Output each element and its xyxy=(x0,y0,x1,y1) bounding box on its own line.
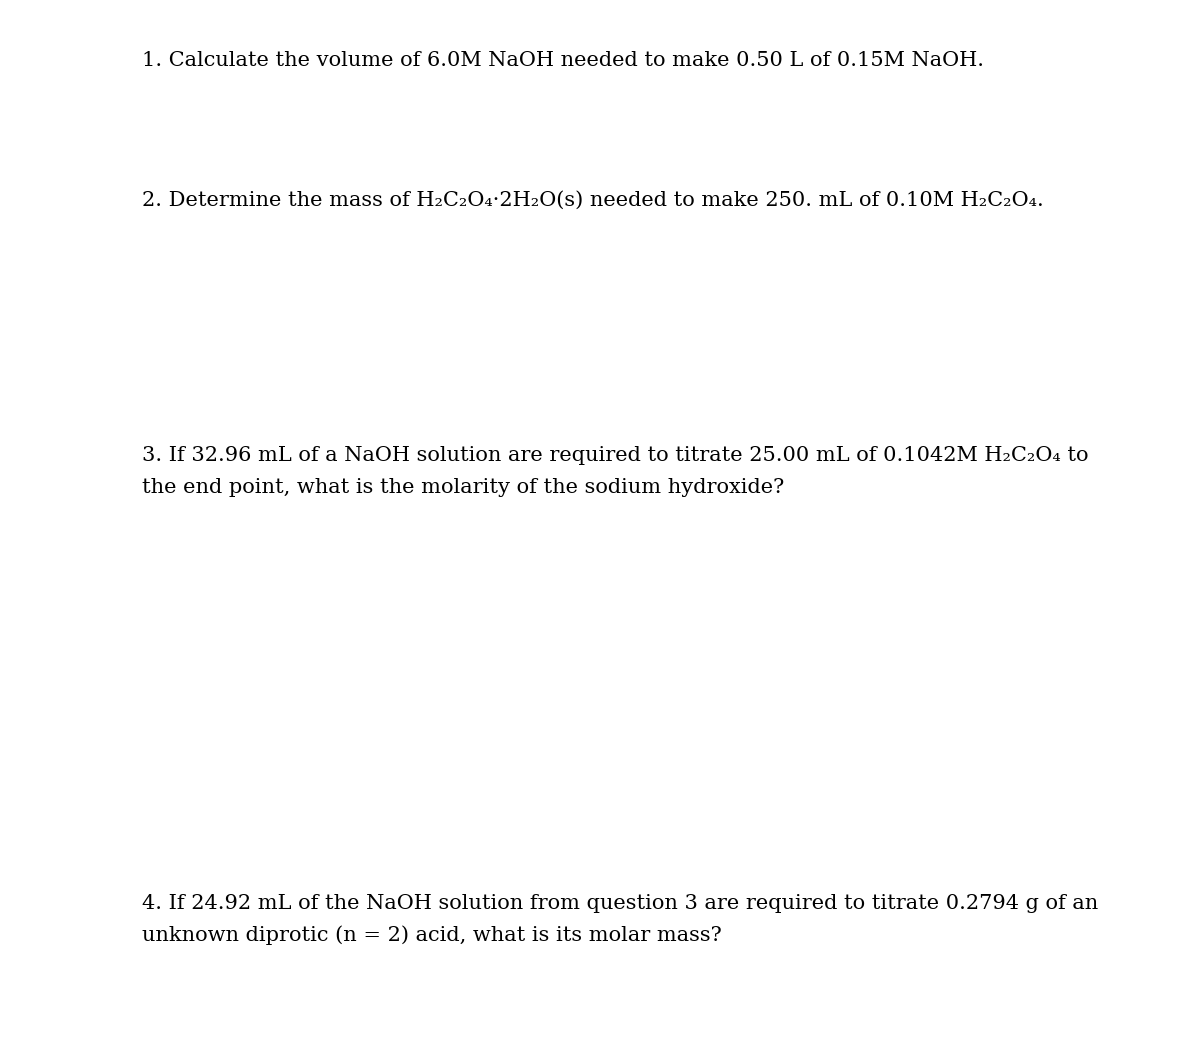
Text: 1. Calculate the volume of 6.0M NaOH needed to make 0.50 L of 0.15M NaOH.: 1. Calculate the volume of 6.0M NaOH nee… xyxy=(142,51,984,70)
Text: 2. Determine the mass of H₂C₂O₄·2H₂O(s) needed to make 250. mL of 0.10M H₂C₂O₄.: 2. Determine the mass of H₂C₂O₄·2H₂O(s) … xyxy=(142,190,1043,209)
Text: the end point, what is the molarity of the sodium hydroxide?: the end point, what is the molarity of t… xyxy=(142,478,784,497)
Text: unknown diprotic (n = 2) acid, what is its molar mass?: unknown diprotic (n = 2) acid, what is i… xyxy=(142,926,721,946)
Text: 3. If 32.96 mL of a NaOH solution are required to titrate 25.00 mL of 0.1042M H₂: 3. If 32.96 mL of a NaOH solution are re… xyxy=(142,446,1088,466)
Text: 4. If 24.92 mL of the NaOH solution from question 3 are required to titrate 0.27: 4. If 24.92 mL of the NaOH solution from… xyxy=(142,894,1098,913)
